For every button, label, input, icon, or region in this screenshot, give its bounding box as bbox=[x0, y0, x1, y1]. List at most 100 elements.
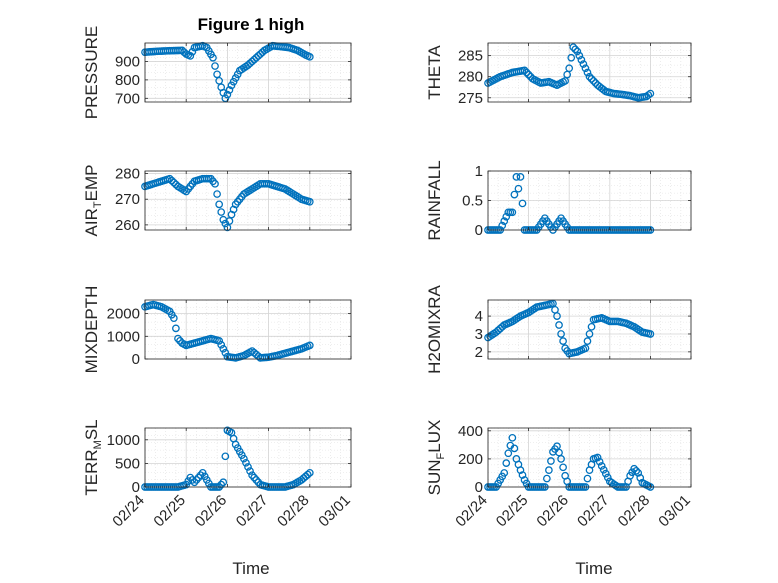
theta-ylabel: THETA bbox=[425, 45, 444, 100]
h2omixra-point bbox=[646, 330, 655, 338]
terr_msl-ylabel-sub: M bbox=[92, 440, 104, 449]
air_temp-point bbox=[165, 174, 174, 183]
pressure-point bbox=[209, 53, 217, 62]
theta-point bbox=[585, 72, 594, 81]
theta-point bbox=[575, 51, 584, 60]
sun_flux-point bbox=[636, 474, 645, 482]
sun_flux-ylabel-sub: F bbox=[435, 452, 447, 459]
terr_msl-ytick-label: 0 bbox=[132, 479, 140, 496]
pressure-point bbox=[186, 52, 195, 60]
air_temp-point bbox=[217, 208, 226, 216]
sun_flux-ytick-label: 200 bbox=[458, 451, 483, 468]
theta-axes: 275 280 285 THETA bbox=[425, 42, 692, 107]
h2omixra-point bbox=[587, 322, 596, 331]
sun_flux-xtick-label: 02/26 bbox=[533, 492, 572, 531]
terr_msl-point bbox=[248, 471, 256, 480]
sun_flux-point bbox=[500, 469, 509, 477]
theta-point bbox=[565, 64, 574, 73]
theta-point bbox=[587, 74, 596, 83]
air_temp-point bbox=[169, 178, 178, 187]
sun_flux-point bbox=[599, 465, 608, 474]
sun_flux-xtick-label: 02/25 bbox=[493, 492, 532, 531]
terr_msl-point bbox=[240, 454, 248, 463]
theta-point bbox=[569, 43, 578, 52]
mixdepth-axes: 0 1000 2000 MIXDEPTH bbox=[82, 286, 352, 374]
figure-title: Figure 1 high bbox=[198, 15, 305, 34]
pressure-point bbox=[215, 76, 224, 85]
rainfall-axes: 0 0.5 1 RAINFALL bbox=[425, 160, 692, 241]
mixdepth-ytick-label: 0 bbox=[132, 351, 140, 368]
terr_msl-point bbox=[219, 478, 228, 487]
rainfall-point bbox=[502, 212, 511, 221]
theta-point bbox=[644, 91, 653, 99]
x-axis-label-left: Time bbox=[232, 559, 269, 578]
terr_msl-point bbox=[305, 468, 314, 477]
theta-ylabel-part: THETA bbox=[425, 45, 444, 100]
terr_msl-xtick-label: 02/24 bbox=[109, 492, 148, 531]
air_temp-frame bbox=[144, 170, 352, 231]
sun_flux-point bbox=[557, 455, 565, 463]
h2omixra-ylabel: H2OMIXRA bbox=[425, 284, 444, 373]
sun_flux-xtick-label: 02/27 bbox=[574, 492, 613, 531]
h2omixra-ytick-label: 3 bbox=[475, 326, 483, 343]
sun_flux-point bbox=[508, 433, 517, 442]
air_temp-ytick-label: 280 bbox=[115, 166, 140, 183]
theta-point bbox=[579, 60, 588, 68]
h2omixra-point bbox=[585, 330, 594, 338]
theta-ytick-label: 285 bbox=[458, 48, 483, 65]
rainfall-ytick-label: 1 bbox=[475, 163, 483, 180]
h2omixra-point bbox=[583, 337, 592, 345]
mixdepth-ytick-label: 1000 bbox=[107, 328, 140, 345]
pressure-ytick-label: 700 bbox=[115, 90, 140, 107]
h2omixra-ytick-label: 4 bbox=[475, 308, 483, 325]
sun_flux-point bbox=[630, 464, 639, 473]
pressure-point bbox=[229, 77, 238, 86]
mixdepth-ytick-label: 2000 bbox=[107, 306, 140, 323]
pressure-point bbox=[305, 52, 314, 61]
terr_msl-point bbox=[196, 471, 205, 480]
terr_msl-point bbox=[303, 470, 312, 479]
rainfall-point bbox=[500, 217, 509, 225]
h2omixra-point bbox=[555, 321, 563, 329]
mixdepth-point bbox=[174, 334, 182, 343]
h2omixra-point bbox=[557, 330, 565, 338]
rainfall-point bbox=[516, 173, 525, 181]
air_temp-axes: 260 270 280 AIRTEMP bbox=[82, 165, 352, 236]
air_temp-ytick-label: 260 bbox=[115, 217, 140, 234]
sun_flux-frame bbox=[487, 427, 692, 488]
mixdepth-frame bbox=[144, 299, 352, 360]
pressure-point bbox=[227, 81, 236, 90]
theta-point bbox=[520, 66, 529, 75]
h2omixra-ytick-label: 2 bbox=[475, 344, 483, 361]
pressure-point bbox=[221, 94, 230, 103]
theta-point bbox=[567, 53, 576, 62]
pressure-point bbox=[213, 70, 221, 79]
terr_msl-xtick-label: 02/25 bbox=[150, 492, 189, 531]
mixdepth-point bbox=[217, 340, 226, 349]
sun_flux-point bbox=[595, 457, 604, 466]
pressure-point bbox=[211, 62, 219, 70]
pressure-point bbox=[223, 90, 232, 99]
mixdepth-ylabel-part: MIXDEPTH bbox=[82, 286, 101, 374]
terr_msl-point bbox=[221, 452, 230, 461]
air_temp-point bbox=[305, 197, 314, 206]
sun_flux-point bbox=[547, 457, 555, 465]
mixdepth-point bbox=[305, 341, 314, 350]
air_temp-point bbox=[213, 190, 221, 198]
terr_msl-point bbox=[190, 478, 199, 487]
h2omixra-point bbox=[559, 337, 567, 345]
theta-point bbox=[583, 68, 592, 77]
terr_msl-ytick-label: 500 bbox=[115, 455, 140, 472]
terr_msl-xtick-label: 02/27 bbox=[233, 492, 272, 531]
theta-point bbox=[522, 68, 531, 77]
terr_msl-point bbox=[252, 476, 261, 484]
theta-ytick-label: 280 bbox=[458, 69, 483, 86]
terr_msl-point bbox=[246, 467, 254, 475]
pressure-ylabel: PRESSURE bbox=[82, 26, 101, 120]
air_temp-ylabel-sub: T bbox=[92, 201, 104, 208]
rainfall-point bbox=[514, 184, 523, 193]
air_temp-ylabel-part: AIR bbox=[82, 208, 101, 236]
